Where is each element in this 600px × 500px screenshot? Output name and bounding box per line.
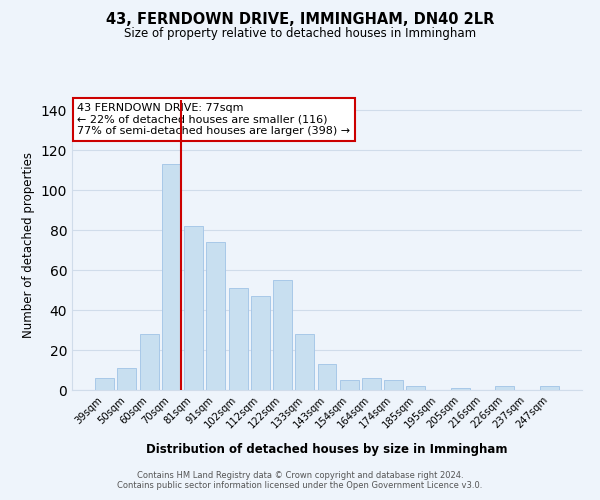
Bar [95, 378, 114, 390]
Bar [540, 386, 559, 390]
Bar [317, 364, 337, 390]
Text: 43 FERNDOWN DRIVE: 77sqm
← 22% of detached houses are smaller (116)
77% of semi-: 43 FERNDOWN DRIVE: 77sqm ← 22% of detach… [77, 103, 350, 136]
Bar [118, 368, 136, 390]
Bar [229, 288, 248, 390]
Bar [184, 226, 203, 390]
Text: Size of property relative to detached houses in Immingham: Size of property relative to detached ho… [124, 28, 476, 40]
Bar [206, 242, 225, 390]
Bar [406, 386, 425, 390]
Bar [362, 378, 381, 390]
Bar [384, 380, 403, 390]
Text: 43, FERNDOWN DRIVE, IMMINGHAM, DN40 2LR: 43, FERNDOWN DRIVE, IMMINGHAM, DN40 2LR [106, 12, 494, 28]
Bar [140, 334, 158, 390]
Bar [295, 334, 314, 390]
Text: Distribution of detached houses by size in Immingham: Distribution of detached houses by size … [146, 442, 508, 456]
Bar [496, 386, 514, 390]
Text: Contains HM Land Registry data © Crown copyright and database right 2024.
Contai: Contains HM Land Registry data © Crown c… [118, 470, 482, 490]
Bar [251, 296, 270, 390]
Bar [162, 164, 181, 390]
Bar [340, 380, 359, 390]
Y-axis label: Number of detached properties: Number of detached properties [22, 152, 35, 338]
Bar [451, 388, 470, 390]
Bar [273, 280, 292, 390]
